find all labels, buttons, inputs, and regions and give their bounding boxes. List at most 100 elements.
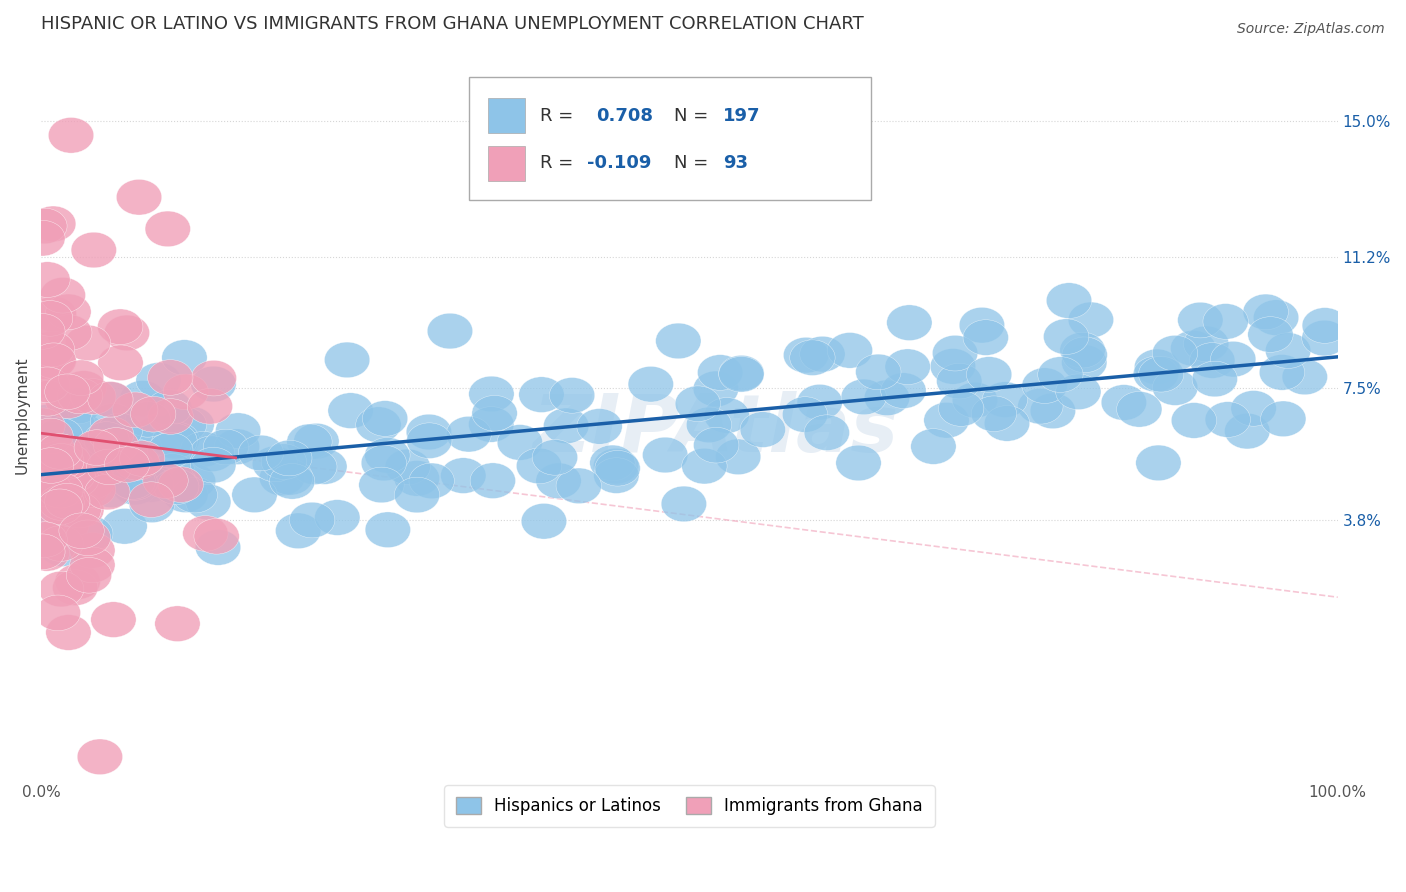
Ellipse shape: [96, 418, 141, 454]
Ellipse shape: [394, 477, 440, 513]
Ellipse shape: [1189, 343, 1234, 378]
Ellipse shape: [87, 449, 132, 484]
Ellipse shape: [101, 508, 148, 544]
Ellipse shape: [682, 449, 727, 484]
Ellipse shape: [1153, 335, 1198, 371]
Ellipse shape: [59, 473, 104, 508]
Ellipse shape: [643, 437, 688, 473]
Ellipse shape: [1178, 302, 1223, 338]
Ellipse shape: [120, 381, 166, 417]
Ellipse shape: [90, 403, 136, 439]
Ellipse shape: [740, 412, 786, 448]
Ellipse shape: [1204, 303, 1249, 339]
Ellipse shape: [204, 429, 249, 465]
Ellipse shape: [1230, 391, 1277, 426]
Ellipse shape: [936, 363, 981, 399]
Ellipse shape: [406, 423, 451, 458]
Ellipse shape: [366, 512, 411, 548]
Ellipse shape: [470, 463, 516, 499]
Ellipse shape: [1205, 401, 1250, 437]
Ellipse shape: [20, 534, 65, 570]
Ellipse shape: [302, 449, 347, 484]
Ellipse shape: [45, 483, 90, 519]
Ellipse shape: [972, 396, 1017, 432]
Ellipse shape: [169, 407, 214, 442]
Ellipse shape: [24, 367, 70, 402]
Ellipse shape: [152, 424, 197, 458]
Ellipse shape: [1018, 388, 1063, 424]
Ellipse shape: [56, 492, 101, 528]
Ellipse shape: [519, 376, 564, 412]
Ellipse shape: [128, 482, 174, 517]
Ellipse shape: [28, 418, 73, 454]
Ellipse shape: [45, 443, 91, 479]
Ellipse shape: [984, 406, 1029, 442]
Ellipse shape: [291, 449, 337, 484]
Ellipse shape: [1062, 345, 1107, 380]
Text: R =: R =: [540, 106, 579, 125]
Ellipse shape: [35, 595, 80, 631]
Ellipse shape: [385, 449, 430, 484]
Ellipse shape: [1139, 357, 1184, 392]
Ellipse shape: [89, 382, 134, 417]
Ellipse shape: [363, 401, 408, 436]
Ellipse shape: [163, 477, 208, 513]
Ellipse shape: [675, 386, 720, 422]
Ellipse shape: [187, 389, 232, 424]
Ellipse shape: [38, 417, 83, 453]
Ellipse shape: [181, 432, 226, 467]
Text: N =: N =: [673, 106, 714, 125]
Ellipse shape: [589, 445, 636, 481]
Ellipse shape: [117, 179, 162, 215]
Ellipse shape: [1043, 318, 1088, 354]
Ellipse shape: [191, 360, 236, 396]
Ellipse shape: [46, 315, 91, 351]
Ellipse shape: [880, 373, 927, 409]
Ellipse shape: [716, 439, 761, 475]
Ellipse shape: [966, 357, 1012, 392]
Ellipse shape: [162, 407, 207, 442]
Ellipse shape: [89, 472, 134, 508]
Ellipse shape: [55, 564, 100, 599]
Ellipse shape: [835, 445, 882, 481]
Ellipse shape: [172, 477, 218, 513]
Ellipse shape: [59, 360, 104, 395]
Ellipse shape: [28, 301, 73, 336]
Ellipse shape: [25, 425, 70, 461]
Ellipse shape: [146, 390, 193, 425]
Ellipse shape: [27, 472, 72, 508]
Ellipse shape: [191, 367, 236, 402]
Ellipse shape: [105, 450, 150, 485]
Ellipse shape: [593, 458, 640, 493]
Ellipse shape: [87, 382, 134, 417]
Text: -0.109: -0.109: [586, 154, 651, 172]
Ellipse shape: [67, 516, 112, 551]
Text: R =: R =: [540, 154, 579, 172]
Ellipse shape: [83, 458, 129, 492]
Ellipse shape: [39, 485, 84, 521]
Ellipse shape: [39, 445, 84, 481]
Ellipse shape: [112, 465, 157, 500]
Ellipse shape: [1101, 384, 1146, 420]
Ellipse shape: [440, 458, 486, 493]
Text: HISPANIC OR LATINO VS IMMIGRANTS FROM GHANA UNEMPLOYMENT CORRELATION CHART: HISPANIC OR LATINO VS IMMIGRANTS FROM GH…: [41, 15, 863, 33]
Ellipse shape: [24, 535, 69, 571]
Ellipse shape: [65, 326, 111, 361]
Ellipse shape: [1247, 317, 1294, 352]
Ellipse shape: [1022, 368, 1067, 403]
Ellipse shape: [516, 448, 562, 483]
Ellipse shape: [45, 374, 90, 409]
Ellipse shape: [21, 208, 67, 244]
Ellipse shape: [215, 413, 262, 449]
Ellipse shape: [77, 739, 122, 774]
Ellipse shape: [693, 427, 740, 463]
Ellipse shape: [195, 530, 240, 566]
Ellipse shape: [84, 440, 129, 475]
Ellipse shape: [31, 343, 76, 378]
Ellipse shape: [46, 294, 91, 330]
Ellipse shape: [267, 441, 312, 475]
Ellipse shape: [686, 407, 731, 442]
Ellipse shape: [148, 359, 193, 395]
Ellipse shape: [21, 362, 66, 398]
Ellipse shape: [75, 430, 120, 466]
